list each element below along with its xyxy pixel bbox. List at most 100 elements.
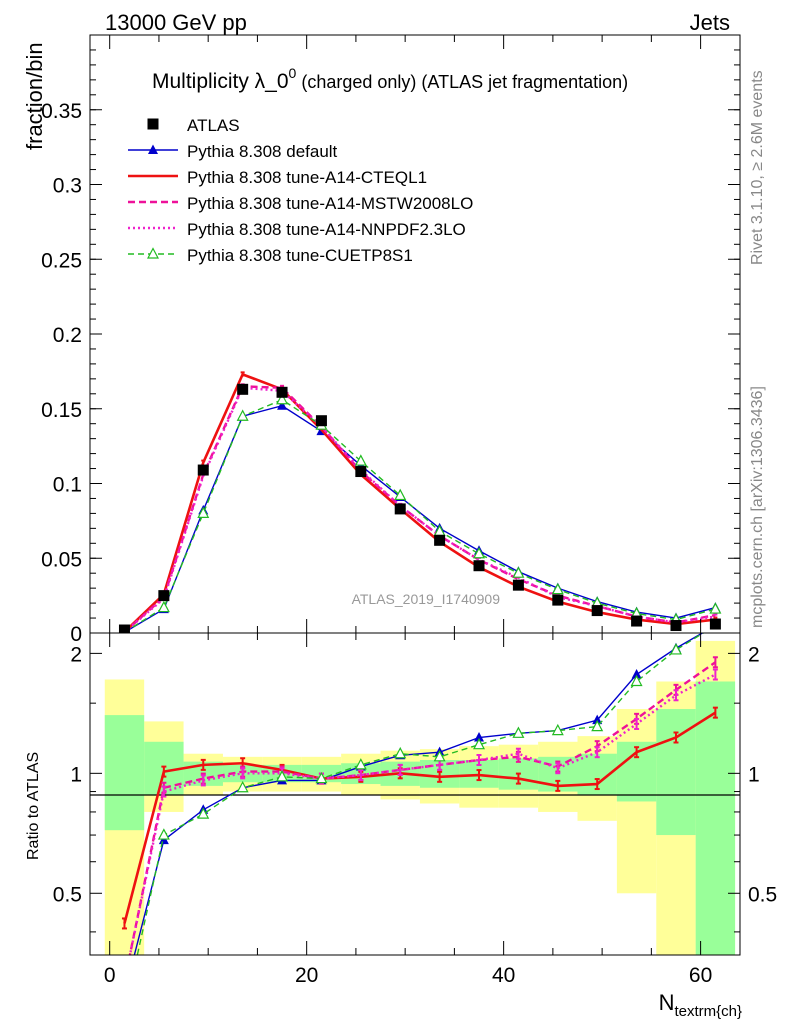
main-panel: 00.050.10.150.20.250.30.35 fraction/bin …	[22, 34, 741, 646]
ratio-y-tick-label-right: 1	[748, 763, 760, 786]
open-triangle-marker	[473, 546, 486, 559]
mcplots-label: mcplots.cern.ch [arXiv:1306.3436]	[749, 386, 766, 628]
open-triangle-marker	[669, 643, 682, 655]
ratio-y-tick-label-right: 2	[748, 643, 760, 666]
triangle-marker	[631, 669, 642, 679]
y-tick-label: 0.25	[41, 249, 82, 272]
open-triangle-marker	[354, 758, 367, 770]
triangle-marker	[119, 988, 129, 998]
open-triangle-marker	[236, 780, 249, 793]
y-tick-label: 0	[70, 623, 82, 646]
legend-entry-label: Pythia 8.308 default	[187, 142, 338, 161]
title-rest: (charged only) (ATLAS jet fragmentation)	[296, 72, 628, 92]
data-point-marker	[355, 466, 367, 478]
ratio-y-tick-label-right: 0.5	[748, 883, 777, 906]
y-axis-label: fraction/bin	[22, 42, 47, 150]
ratio-y-tick-label-left: 0.5	[53, 883, 82, 906]
legend-entry-label: Pythia 8.308 tune-CUETP8S1	[187, 246, 413, 265]
ratio-y-axis: 0.5 0.5 1 1 2 2	[53, 643, 777, 933]
ratio-uncertainty-bands	[104, 640, 736, 955]
open-triangle-marker	[236, 409, 249, 421]
ratio-line-mstw	[128, 661, 717, 955]
x-axis-label-subscript: textrm{ch}	[674, 1003, 742, 1020]
data-point-marker	[631, 615, 643, 627]
open-triangle-marker	[709, 602, 722, 614]
ratio-panel: 0.5 0.5 1 1 2 2 0 20 40 60 Ratio to ATLAS	[25, 632, 777, 1018]
data-point-marker	[197, 464, 209, 476]
ratio-line-nnpdf	[128, 673, 716, 955]
open-triangle-marker	[433, 750, 446, 762]
y-tick-label: 0.2	[53, 324, 82, 347]
open-triangle-marker	[630, 674, 643, 687]
x-tick-label: 0	[104, 964, 116, 987]
title-main: Multiplicity λ_0	[152, 70, 289, 93]
y-tick-label: 0.35	[41, 100, 82, 123]
data-point-marker	[118, 624, 130, 633]
ratio-y-tick-label-left: 1	[70, 763, 82, 786]
x-tick-label: 20	[295, 964, 318, 987]
data-point-marker	[473, 560, 485, 572]
triangle-marker	[148, 144, 158, 154]
data-point-marker	[670, 620, 682, 632]
title-superscript: 0	[289, 65, 297, 81]
open-triangle-marker	[157, 828, 170, 840]
collision-label: 13000 GeV pp	[105, 10, 247, 35]
x-tick-label: 40	[492, 964, 515, 987]
y-tick-label: 0.15	[41, 399, 82, 422]
ratio-series-lines	[119, 633, 718, 1018]
data-point-marker	[237, 383, 249, 395]
data-point-marker	[394, 503, 406, 515]
inner-uncertainty-bin	[104, 715, 145, 831]
data-point-marker	[158, 590, 170, 602]
data-point-marker	[552, 594, 564, 606]
process-label: Jets	[690, 10, 730, 35]
open-triangle-marker	[197, 506, 210, 519]
ratio-line-cteql1	[123, 711, 717, 924]
y-tick-label: 0.1	[53, 474, 82, 497]
data-point-marker	[591, 605, 603, 617]
plot-title: Multiplicity λ_00 (charged only) (ATLAS …	[152, 65, 628, 93]
data-point-marker	[434, 534, 446, 546]
data-point-marker	[276, 386, 288, 398]
open-triangle-marker	[354, 454, 367, 466]
data-point-marker	[315, 415, 327, 427]
triangle-marker	[592, 714, 603, 725]
open-triangle-marker	[119, 1008, 129, 1018]
y-tick-label: 0.3	[53, 175, 82, 198]
main-y-axis: 0 0.05 0.1 0.15 0.2 0.25 0.3 0.35	[41, 49, 740, 646]
ratio-line-cuetp8s1	[136, 633, 705, 955]
open-triangle-marker	[473, 737, 486, 750]
open-triangle-marker	[315, 771, 328, 784]
triangle-marker	[474, 732, 485, 742]
open-triangle-marker	[394, 488, 407, 501]
legend: ATLAS Pythia 8.308 default Pythia 8.308 tu…	[128, 116, 473, 265]
legend-entry-label: Pythia 8.308 tune-A14-CTEQL1	[187, 168, 427, 187]
open-triangle-marker	[512, 726, 525, 738]
series-line-nnpdf	[123, 386, 716, 633]
open-triangle-marker	[591, 719, 604, 732]
ratio-y-tick-label-left: 2	[70, 643, 82, 666]
legend-entry-label: Pythia 8.308 tune-A14-NNPDF2.3LO	[187, 220, 466, 239]
open-triangle-marker	[147, 247, 159, 259]
data-point-marker	[147, 118, 159, 130]
open-triangle-marker	[551, 582, 564, 595]
open-triangle-marker	[276, 392, 289, 405]
ratio-line-default	[133, 633, 704, 955]
ratio-plot-frame	[89, 632, 741, 956]
main-x-axis-ticks	[109, 35, 702, 633]
open-triangle-marker	[394, 746, 407, 759]
open-triangle-marker	[197, 807, 210, 819]
series-line-cuetp8s1	[124, 398, 716, 633]
data-point-marker	[709, 618, 721, 630]
data-point-marker	[512, 579, 524, 591]
open-triangle-marker	[157, 600, 170, 613]
inner-uncertainty-bin	[695, 681, 736, 955]
main-markers	[118, 383, 721, 633]
rivet-version-label: Rivet 3.1.10, ≥ 2.6M events	[749, 70, 766, 265]
series-line-cteql1	[123, 372, 716, 633]
x-tick-label: 60	[689, 964, 712, 987]
x-axis: 0 20 40 60	[104, 633, 712, 987]
legend-entry-label: ATLAS	[187, 116, 240, 135]
open-triangle-marker	[551, 723, 564, 736]
x-axis-label-main: N	[659, 990, 675, 1015]
